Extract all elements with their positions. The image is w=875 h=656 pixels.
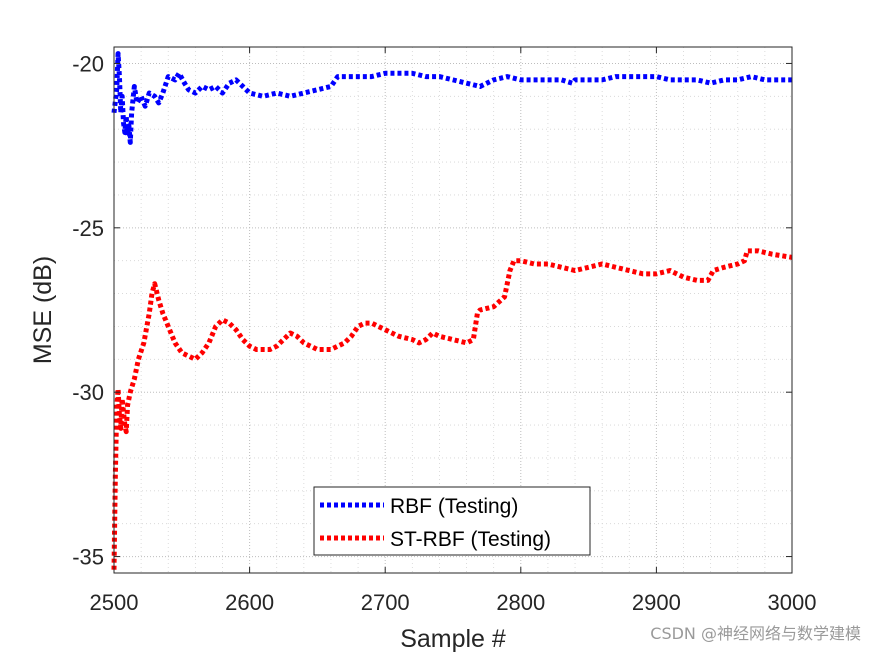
legend-box (313, 486, 591, 556)
axis-ticks (113, 47, 793, 573)
plot-background (114, 47, 792, 573)
series-line-st-rbf-testing (111, 248, 793, 570)
series-layer (111, 51, 793, 570)
x-tick-label: 3000 (768, 590, 817, 615)
y-axis-label: MSE (dB) (29, 256, 57, 364)
legend-label-rbf: RBF (Testing) (390, 495, 518, 518)
x-tick-label: 2500 (90, 590, 139, 615)
y-tick-label: -25 (72, 216, 104, 241)
x-tick-label: 2900 (632, 590, 681, 615)
y-tick-label: -35 (72, 545, 104, 570)
x-axis-label: Sample # (400, 625, 506, 653)
watermark: CSDN @神经网络与数学建模 (650, 624, 861, 643)
plot-frame (113, 46, 793, 574)
y-tick-label: -20 (72, 51, 104, 76)
series-line-rbf-testing (111, 51, 792, 145)
legend: RBF (Testing) ST-RBF (Testing) (313, 486, 591, 556)
y-tick-label: -30 (72, 380, 104, 405)
x-tick-label: 2700 (361, 590, 410, 615)
x-tick-label: 2800 (496, 590, 545, 615)
legend-label-st-rbf: ST-RBF (Testing) (390, 528, 551, 551)
x-tick-label: 2600 (225, 590, 274, 615)
minor-grid (114, 47, 792, 573)
tick-labels: 2500 2600 2700 2800 2900 3000 -20 -25 -30 -35 (72, 51, 816, 615)
